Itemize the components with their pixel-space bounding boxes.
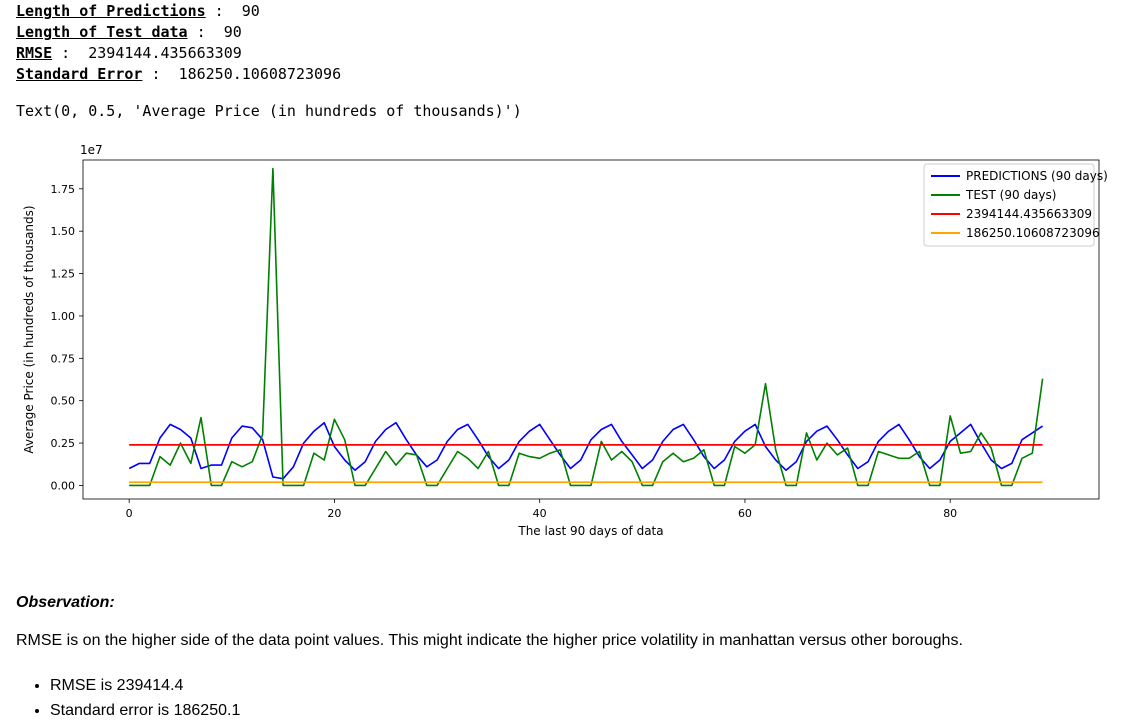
- y-tick-label: 0.50: [51, 395, 76, 408]
- legend-entry: TEST (90 days): [965, 188, 1056, 202]
- price-line-chart: 1e7 0.00 0.25 0.50 0.75 1.00 1.25 1.50 1.75 0 20 40…: [22, 143, 1108, 538]
- y-tick-label: 0.25: [51, 437, 76, 450]
- output-line-predictions: Length of Predictions : 90: [16, 1, 260, 22]
- observation-paragraph: RMSE is on the higher side of the data p…: [16, 632, 963, 649]
- x-axis-label: The last 90 days of data: [517, 524, 663, 538]
- output-key: Length of Test data: [16, 23, 188, 41]
- output-sep: :: [187, 23, 224, 41]
- y-tick-label: 1.50: [51, 225, 76, 238]
- y-tick-label: 0.75: [51, 352, 76, 365]
- output-value: 2394144.435663309: [88, 44, 242, 62]
- output-sep: :: [142, 65, 179, 83]
- series-line-0: [128, 421, 1044, 480]
- y-axis-label: Average Price (in hundreds of thousands): [22, 205, 36, 453]
- y-offset-label: 1e7: [80, 143, 103, 157]
- output-key: RMSE: [16, 44, 53, 62]
- series-line-1: [129, 167, 1044, 487]
- output-value: 90: [241, 2, 260, 20]
- legend-box: [923, 163, 1095, 247]
- y-tick-label: 1.25: [51, 268, 76, 281]
- observation-bullet-list: RMSE is 239414.4 Standard error is 18625…: [16, 673, 240, 723]
- output-sep: :: [52, 44, 89, 62]
- output-repr: Text(0, 0.5, 'Average Price (in hundreds…: [16, 102, 522, 120]
- output-sep: :: [205, 2, 242, 20]
- legend-entry: PREDICTIONS (90 days): [966, 169, 1108, 183]
- output-value: 90: [223, 23, 242, 41]
- output-line-rmse: RMSE : 2394144.435663309: [16, 43, 242, 64]
- y-tick-label: 0.00: [51, 479, 76, 492]
- observation-heading: Observation:: [16, 594, 115, 611]
- y-tick-label: 1.75: [51, 183, 76, 196]
- y-tick-label: 1.00: [51, 310, 76, 323]
- x-tick-label: 80: [943, 507, 957, 520]
- output-value: 186250.10608723096: [178, 65, 342, 83]
- output-line-standard-error: Standard Error : 186250.10608723096: [16, 64, 341, 85]
- bullet-rmse: RMSE is 239414.4: [50, 673, 240, 698]
- output-key: Length of Predictions: [16, 2, 206, 20]
- x-tick-label: 60: [738, 507, 752, 520]
- bullet-standard-error: Standard error is 186250.1: [50, 698, 240, 723]
- x-tick-label: 20: [327, 507, 341, 520]
- legend-entry: 186250.10608723096: [966, 226, 1100, 240]
- legend-entry: 2394144.435663309: [966, 207, 1092, 221]
- output-key: Standard Error: [16, 65, 143, 83]
- x-tick-label: 40: [533, 507, 547, 520]
- output-line-test-length: Length of Test data : 90: [16, 22, 242, 43]
- x-tick-label: 0: [126, 507, 133, 520]
